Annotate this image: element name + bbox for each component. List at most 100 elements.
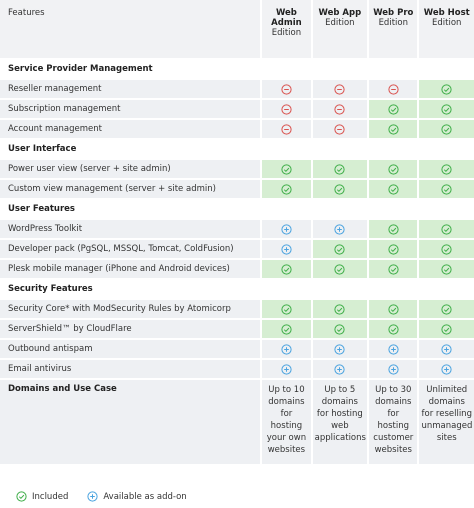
included-icon [281,303,292,315]
included-icon [334,243,345,255]
table-cell [419,340,474,358]
addon-icon [281,243,292,255]
label: Security Features [0,280,474,298]
table-cell [262,160,311,178]
table-cell [262,340,311,358]
table-row: User Interface [0,140,474,158]
included-icon [16,491,27,502]
included-icon [441,183,452,195]
not-available-icon [281,103,292,115]
included-icon [388,243,399,255]
table-row: ServerShield™ by CloudFlare [0,320,474,338]
included-icon [388,123,399,135]
label: Up to 10 domains for hosting your own we… [262,380,311,464]
table-cell [312,260,368,278]
label: Available as add-on [103,491,187,502]
table-cell [312,180,368,198]
addon-icon [441,343,452,355]
label: Edition [432,18,462,28]
not-available-icon [334,123,345,135]
table-cell [369,80,418,98]
label: Web Host [423,8,470,18]
table-row: User Features [0,200,474,218]
table-row: Custom view management (server + site ad… [0,180,474,198]
table-cell [262,260,311,278]
table-cell [312,360,368,378]
table-cell [369,260,418,278]
table-cell [262,120,311,138]
table-cell [262,80,311,98]
not-available-icon [334,83,345,95]
table-cell [369,320,418,338]
comparison-table: Features Web Admin Edition Web App Edition… [0,0,474,464]
label: Reseller management [0,80,261,98]
addon-icon [87,491,98,502]
table-row: Features Web Admin Edition Web App Edition… [0,0,474,58]
included-icon [388,323,399,335]
table-cell: Web Admin Edition [262,0,311,58]
label: Plesk mobile manager (iPhone and Android… [0,260,261,278]
label: Included [32,491,69,502]
table-row: Security Features [0,280,474,298]
table-row: Email antivirus [0,360,474,378]
included-icon [388,103,399,115]
included-icon [281,263,292,275]
table-cell [419,260,474,278]
table-cell [262,240,311,258]
label: ServerShield™ by CloudFlare [0,320,261,338]
table-cell [419,220,474,238]
table-row: Service Provider Management [0,60,474,78]
included-icon [334,303,345,315]
included-icon [334,323,345,335]
included-icon [334,263,345,275]
not-available-icon [281,123,292,135]
not-available-icon [388,83,399,95]
addon-icon [87,491,98,502]
table-cell [262,180,311,198]
included-icon [388,303,399,315]
table-cell [369,100,418,118]
table-cell [312,300,368,318]
included-icon [441,83,452,95]
addon-icon [441,363,452,375]
table-cell [262,360,311,378]
label: Edition [271,28,302,38]
label: Web App [318,8,362,18]
table-cell [262,220,311,238]
included-icon [441,123,452,135]
table-cell [312,100,368,118]
addon-icon [388,343,399,355]
addon-icon [281,363,292,375]
label: Up to 5 domains for hosting web applicat… [312,380,368,464]
addon-icon [281,223,292,235]
table-row: Security Core* with ModSecurity Rules by… [0,300,474,318]
table-cell [419,240,474,258]
label: Account management [0,120,261,138]
addon-icon [334,223,345,235]
table-row: Reseller management [0,80,474,98]
included-icon [441,223,452,235]
table-cell [369,240,418,258]
label: Power user view (server + site admin) [0,160,261,178]
table-cell [262,300,311,318]
label: User Features [0,200,474,218]
table-row: WordPress Toolkit [0,220,474,238]
addon-icon [281,343,292,355]
addon-icon [388,363,399,375]
table-cell [312,120,368,138]
table-cell: Web Pro Edition [369,0,418,58]
included-icon [441,303,452,315]
label: Email antivirus [0,360,261,378]
legend: Included Available as add-on [16,491,187,502]
included-icon [334,163,345,175]
table-cell [369,120,418,138]
table-cell [419,180,474,198]
included-icon [334,183,345,195]
included-icon [281,323,292,335]
table-row: Power user view (server + site admin) [0,160,474,178]
included-icon [281,163,292,175]
label: Web Admin [271,8,302,28]
table-cell [369,340,418,358]
label: Domains and Use Case [0,380,261,464]
